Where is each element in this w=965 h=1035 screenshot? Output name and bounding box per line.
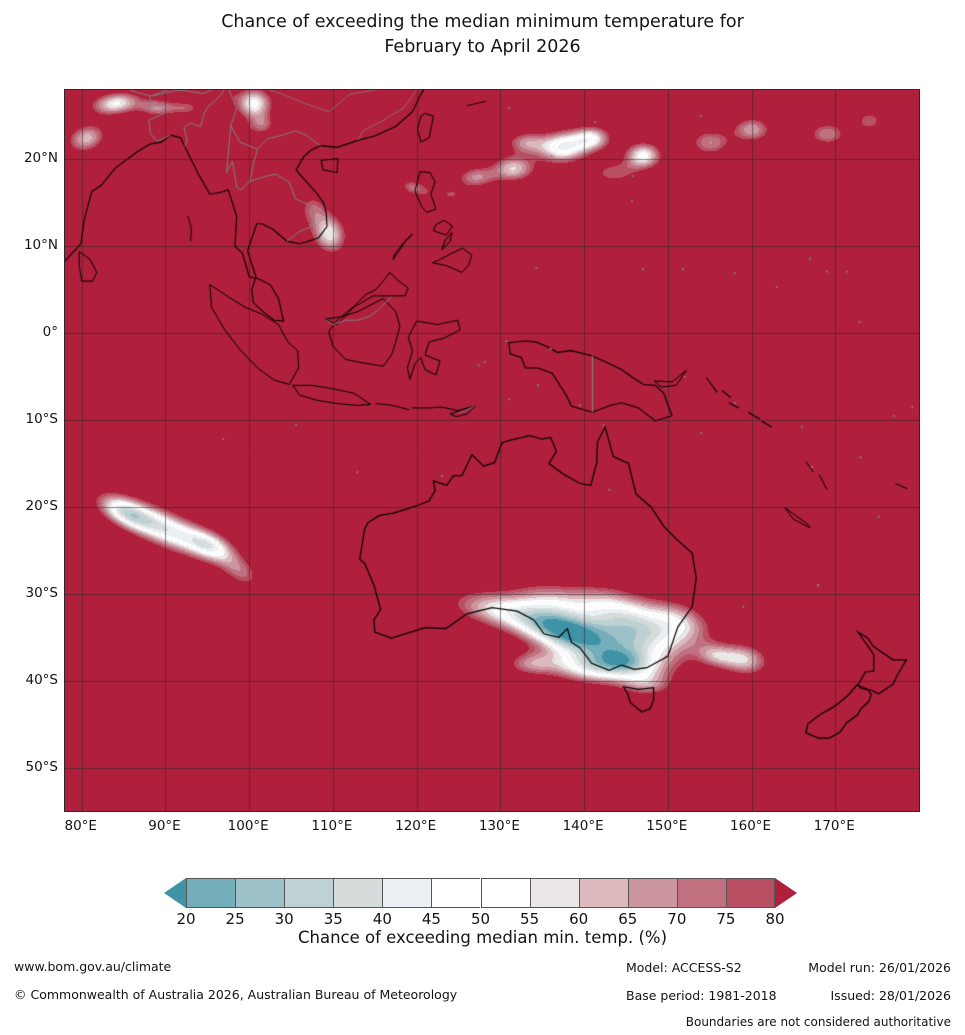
footer-model: Model: ACCESS-S2 [626, 960, 742, 975]
longitude-tick-label: 80°E [64, 818, 97, 834]
longitude-tick-label: 170°E [813, 818, 855, 834]
longitude-axis: 80°E 90°E 100°E 110°E 120°E 130°E 140°E 150°E 16… [64, 818, 920, 840]
colorbar-band [676, 878, 726, 908]
colorbar-tick-label: 70 [667, 910, 687, 928]
footer-copyright: © Commonwealth of Australia 2026, Austra… [14, 987, 458, 1002]
footer-boundaries-note: Boundaries are not considered authoritat… [685, 1015, 951, 1029]
colorbar-tick-label: 35 [323, 910, 343, 928]
longitude-tick-label: 160°E [730, 818, 772, 834]
title-line-1: Chance of exceeding the median minimum t… [221, 12, 744, 32]
colorbar-title: Chance of exceeding median min. temp. (%… [297, 928, 668, 947]
colorbar-band [186, 878, 236, 908]
colorbar-low-arrow [164, 878, 186, 908]
colorbar-tick-label: 60 [569, 910, 589, 928]
colorbar-tick-label: 80 [765, 910, 785, 928]
climate-forecast-heatmap [65, 90, 919, 811]
colorbar-band [578, 878, 628, 908]
longitude-tick-label: 90°E [148, 818, 181, 834]
footer-url[interactable]: www.bom.gov.au/climate [14, 959, 172, 974]
colorbar: 20 25 30 35 40 45 50 55 60 65 70 75 80 [0, 872, 965, 934]
latitude-tick-label: 0° [42, 324, 58, 341]
colorbar-band [235, 878, 285, 908]
latitude-tick-label: 10°S [25, 411, 59, 428]
longitude-tick-label: 110°E [311, 818, 353, 834]
longitude-tick-label: 100°E [227, 818, 269, 834]
colorbar-tick-label: 30 [274, 910, 294, 928]
colorbar-high-arrow [775, 878, 797, 908]
latitude-tick-label: 10°N [23, 237, 58, 254]
colorbar-tick-label: 50 [470, 910, 491, 928]
latitude-tick-label: 20°S [25, 497, 59, 514]
longitude-tick-label: 150°E [646, 818, 688, 834]
latitude-tick-label: 30°S [25, 584, 59, 601]
colorbar-band [284, 878, 334, 908]
colorbar-tick-label: 65 [618, 910, 638, 928]
colorbar-tick-label: 25 [225, 910, 245, 928]
latitude-tick-label: 50°S [25, 758, 59, 775]
colorbar-band [333, 878, 383, 908]
colorbar-tick-label: 45 [421, 910, 441, 928]
colorbar-band [480, 878, 530, 908]
footer-base-period: Base period: 1981-2018 [626, 988, 777, 1003]
colorbar-tick-label: 55 [520, 910, 540, 928]
page-title: Chance of exceeding the median minimum t… [0, 10, 965, 60]
longitude-tick-label: 140°E [562, 818, 604, 834]
colorbar-tick-label: 75 [716, 910, 736, 928]
colorbar-band [627, 878, 677, 908]
colorbar-tick-label: 20 [176, 910, 196, 928]
colorbar-band [382, 878, 432, 908]
map-plot-area [64, 89, 920, 812]
footer-model-run: Model run: 26/01/2026 [808, 960, 951, 975]
colorbar-band [529, 878, 579, 908]
colorbar-band [431, 878, 481, 908]
footer-issued: Issued: 28/01/2026 [830, 988, 952, 1003]
colorbar-band [725, 878, 775, 908]
latitude-tick-label: 20°N [23, 150, 58, 167]
latitude-axis: 20°N 10°N 0° 10°S 20°S 30°S 40°S 50°S [0, 89, 58, 812]
title-line-2: February to April 2026 [384, 37, 581, 57]
longitude-tick-label: 130°E [478, 818, 520, 834]
longitude-tick-label: 120°E [395, 818, 437, 834]
latitude-tick-label: 40°S [25, 671, 59, 688]
colorbar-tick-label: 40 [372, 910, 392, 928]
colorbar-bands [186, 878, 775, 908]
